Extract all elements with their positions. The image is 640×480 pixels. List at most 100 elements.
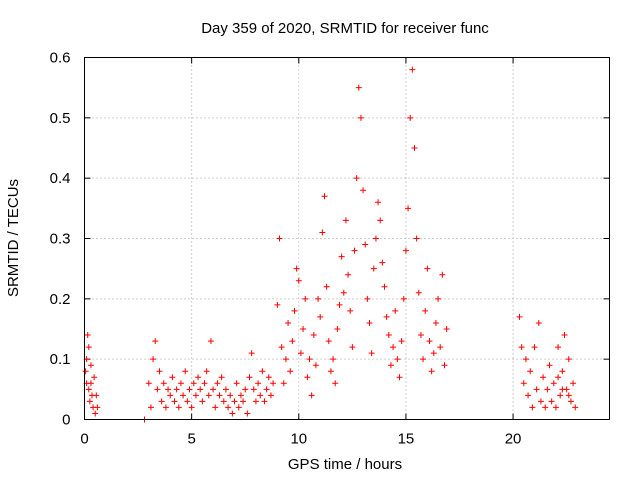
data-point — [392, 307, 399, 314]
data-point — [156, 368, 163, 375]
data-point — [342, 217, 349, 224]
data-point — [396, 374, 403, 381]
data-point — [355, 84, 362, 91]
data-point — [364, 295, 371, 302]
data-point — [525, 392, 532, 399]
data-point — [160, 380, 167, 387]
data-point — [362, 241, 369, 248]
data-point — [531, 344, 538, 351]
data-point — [229, 410, 236, 417]
data-point — [366, 319, 373, 326]
data-point — [91, 374, 98, 381]
data-point — [323, 283, 330, 290]
data-point — [370, 265, 377, 272]
data-point — [351, 247, 358, 254]
data-point — [158, 398, 165, 405]
data-point — [263, 386, 270, 393]
data-point — [394, 356, 401, 363]
data-point — [220, 398, 227, 405]
data-point — [291, 307, 298, 314]
data-point — [180, 392, 187, 399]
data-point — [235, 404, 242, 411]
data-point — [252, 398, 259, 405]
data-point — [177, 380, 184, 387]
y-tick-label: 0.5 — [50, 110, 71, 127]
data-point — [257, 392, 264, 399]
data-point — [289, 338, 296, 345]
data-point — [150, 356, 157, 363]
data-point — [154, 386, 161, 393]
data-point — [259, 368, 266, 375]
y-tick-label: 0.2 — [50, 291, 71, 308]
data-point — [227, 392, 234, 399]
data-point — [387, 362, 394, 369]
data-point — [175, 404, 182, 411]
data-point — [173, 386, 180, 393]
data-point — [426, 338, 433, 345]
data-point — [349, 344, 356, 351]
data-point — [147, 404, 154, 411]
data-point — [428, 368, 435, 375]
data-point — [293, 265, 300, 272]
data-point — [184, 398, 191, 405]
data-point — [86, 398, 93, 405]
data-point — [216, 392, 223, 399]
data-point — [92, 410, 99, 417]
data-point — [430, 350, 437, 357]
axis-ticks: 0 5 10 15 20 0 0.1 0.2 0.3 0.4 0.5 0.6 — [50, 50, 610, 448]
data-point — [567, 398, 574, 405]
data-point — [171, 398, 178, 405]
data-point — [212, 404, 219, 411]
data-point — [94, 404, 101, 411]
data-point — [550, 380, 557, 387]
x-tick-label: 20 — [505, 431, 522, 448]
data-point — [182, 368, 189, 375]
data-point — [529, 404, 536, 411]
data-point — [559, 386, 566, 393]
data-point — [214, 380, 221, 387]
data-point — [218, 374, 225, 381]
data-point — [422, 307, 429, 314]
y-tick-label: 0.6 — [50, 50, 71, 67]
data-point — [555, 374, 562, 381]
data-point — [186, 386, 193, 393]
x-tick-label: 0 — [80, 431, 88, 448]
data-point — [555, 344, 562, 351]
data-point — [190, 380, 197, 387]
data-point — [332, 380, 339, 387]
data-point — [237, 392, 244, 399]
data-point — [278, 344, 285, 351]
data-point — [518, 344, 525, 351]
data-point — [372, 235, 379, 242]
data-point — [261, 398, 268, 405]
data-point — [233, 380, 240, 387]
data-point — [317, 313, 324, 320]
data-point — [400, 295, 407, 302]
data-point — [544, 386, 551, 393]
data-point — [302, 295, 309, 302]
data-point — [315, 295, 322, 302]
data-point — [527, 368, 534, 375]
data-point — [87, 380, 94, 387]
data-point — [520, 380, 527, 387]
data-point — [145, 380, 152, 387]
data-point — [413, 235, 420, 242]
data-point — [87, 362, 94, 369]
data-point — [84, 332, 91, 339]
data-point — [297, 350, 304, 357]
data-point — [203, 368, 210, 375]
data-point — [535, 319, 542, 326]
data-point — [276, 235, 283, 242]
data-point — [570, 380, 577, 387]
data-point — [85, 344, 92, 351]
data-point — [280, 380, 287, 387]
data-point — [542, 404, 549, 411]
data-point — [548, 398, 555, 405]
data-point — [411, 145, 418, 151]
data-point — [244, 410, 251, 417]
data-point — [390, 344, 397, 351]
data-point — [516, 313, 523, 320]
x-axis-label: GPS time / hours — [288, 456, 402, 473]
data-point — [409, 66, 416, 73]
data-point — [398, 338, 405, 345]
